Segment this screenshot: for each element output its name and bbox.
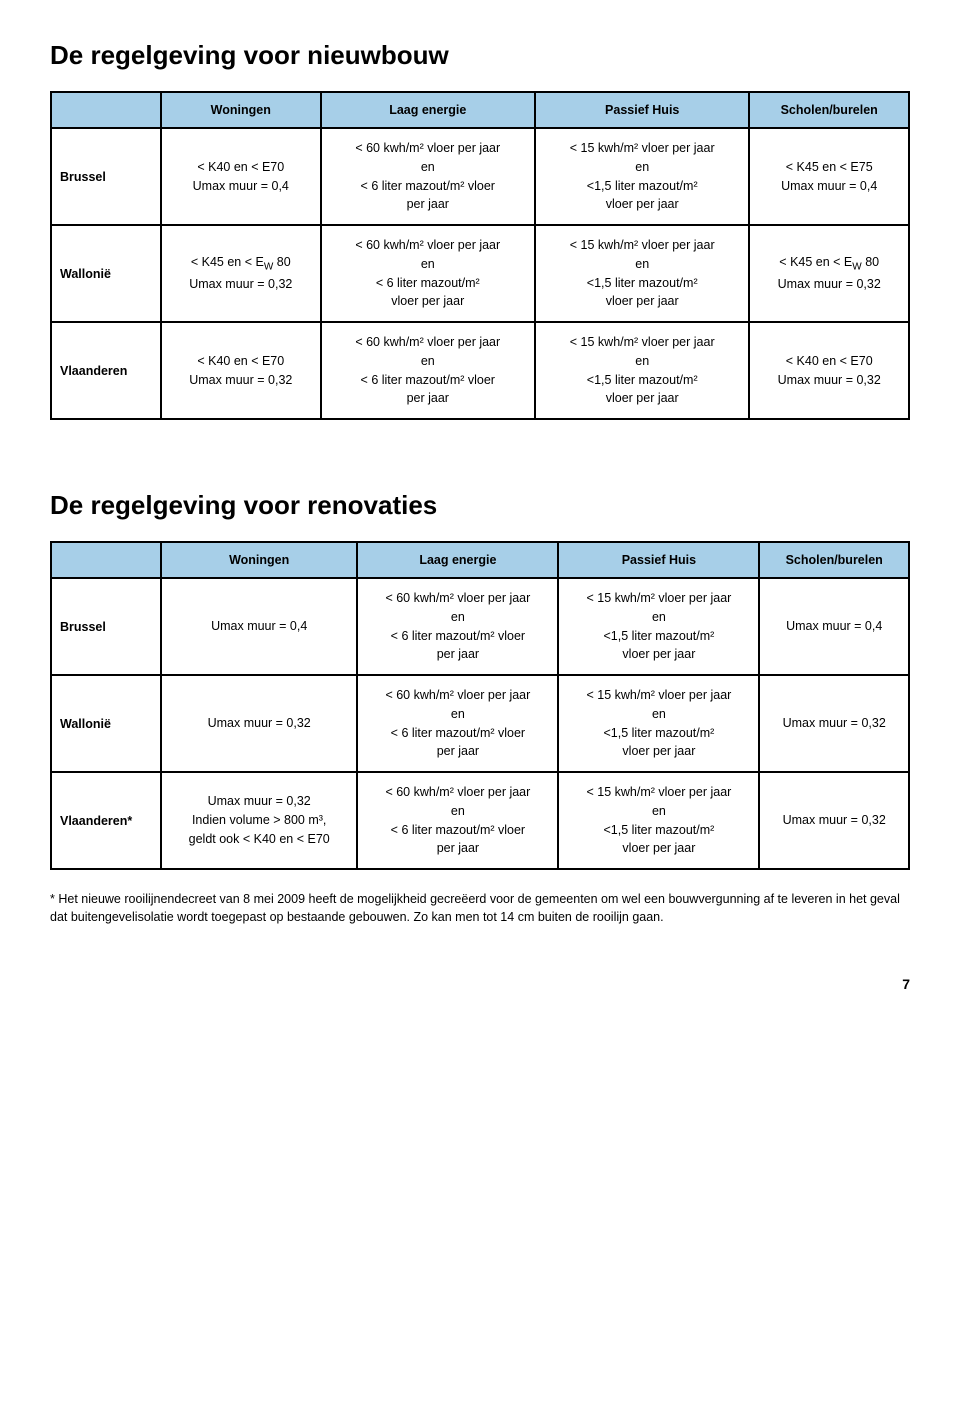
header-woningen: Woningen — [161, 92, 321, 128]
header-scholen: Scholen/burelen — [759, 542, 909, 578]
footnote: * Het nieuwe rooilijnendecreet van 8 mei… — [50, 890, 910, 926]
cell: < 15 kwh/m² vloer per jaaren<1,5 liter m… — [558, 675, 759, 772]
row-label-vlaanderen-star: Vlaanderen* — [51, 772, 161, 869]
header-passief-huis: Passief Huis — [535, 92, 749, 128]
section2-title: De regelgeving voor renovaties — [50, 490, 910, 521]
cell: < K45 en < EW 80Umax muur = 0,32 — [749, 225, 909, 322]
cell: < 60 kwh/m² vloer per jaaren< 6 liter ma… — [357, 772, 558, 869]
row-label-wallonie: Wallonië — [51, 675, 161, 772]
cell: Umax muur = 0,4 — [759, 578, 909, 675]
cell: < 15 kwh/m² vloer per jaaren<1,5 liter m… — [558, 578, 759, 675]
cell: < K45 en < EW 80Umax muur = 0,32 — [161, 225, 321, 322]
cell: Umax muur = 0,32 — [759, 675, 909, 772]
row-label-brussel: Brussel — [51, 578, 161, 675]
cell: < K45 en < E75Umax muur = 0,4 — [749, 128, 909, 225]
cell: < 60 kwh/m² vloer per jaaren< 6 liter ma… — [321, 128, 535, 225]
table-row: Brussel Umax muur = 0,4 < 60 kwh/m² vloe… — [51, 578, 909, 675]
section1-title: De regelgeving voor nieuwbouw — [50, 40, 910, 71]
table-row: Wallonië Umax muur = 0,32 < 60 kwh/m² vl… — [51, 675, 909, 772]
row-label-wallonie: Wallonië — [51, 225, 161, 322]
row-label-brussel: Brussel — [51, 128, 161, 225]
cell: < 60 kwh/m² vloer per jaaren< 6 liter ma… — [321, 225, 535, 322]
table-row: Wallonië < K45 en < EW 80Umax muur = 0,3… — [51, 225, 909, 322]
header-empty — [51, 92, 161, 128]
row-label-vlaanderen: Vlaanderen — [51, 322, 161, 419]
cell: Umax muur = 0,32 — [161, 675, 357, 772]
header-laag-energie: Laag energie — [357, 542, 558, 578]
cell: < 60 kwh/m² vloer per jaaren< 6 liter ma… — [321, 322, 535, 419]
cell: Umax muur = 0,32 — [759, 772, 909, 869]
cell: Umax muur = 0,32Indien volume > 800 m³,g… — [161, 772, 357, 869]
cell: < 60 kwh/m² vloer per jaaren< 6 liter ma… — [357, 675, 558, 772]
page-number: 7 — [50, 976, 910, 992]
cell: < 15 kwh/m² vloer per jaaren<1,5 liter m… — [558, 772, 759, 869]
cell: < 60 kwh/m² vloer per jaaren< 6 liter ma… — [357, 578, 558, 675]
table-row: Brussel < K40 en < E70Umax muur = 0,4 < … — [51, 128, 909, 225]
header-scholen: Scholen/burelen — [749, 92, 909, 128]
cell: Umax muur = 0,4 — [161, 578, 357, 675]
cell: < 15 kwh/m² vloer per jaaren<1,5 liter m… — [535, 322, 749, 419]
cell: < K40 en < E70Umax muur = 0,32 — [161, 322, 321, 419]
cell: < 15 kwh/m² vloer per jaaren<1,5 liter m… — [535, 225, 749, 322]
table-header-row: Woningen Laag energie Passief Huis Schol… — [51, 542, 909, 578]
table-row: Vlaanderen < K40 en < E70Umax muur = 0,3… — [51, 322, 909, 419]
header-passief-huis: Passief Huis — [558, 542, 759, 578]
cell: < 15 kwh/m² vloer per jaaren<1,5 liter m… — [535, 128, 749, 225]
header-empty — [51, 542, 161, 578]
table-nieuwbouw: Woningen Laag energie Passief Huis Schol… — [50, 91, 910, 420]
table-renovaties: Woningen Laag energie Passief Huis Schol… — [50, 541, 910, 870]
table-row: Vlaanderen* Umax muur = 0,32Indien volum… — [51, 772, 909, 869]
cell: < K40 en < E70Umax muur = 0,32 — [749, 322, 909, 419]
header-woningen: Woningen — [161, 542, 357, 578]
table-header-row: Woningen Laag energie Passief Huis Schol… — [51, 92, 909, 128]
header-laag-energie: Laag energie — [321, 92, 535, 128]
cell: < K40 en < E70Umax muur = 0,4 — [161, 128, 321, 225]
